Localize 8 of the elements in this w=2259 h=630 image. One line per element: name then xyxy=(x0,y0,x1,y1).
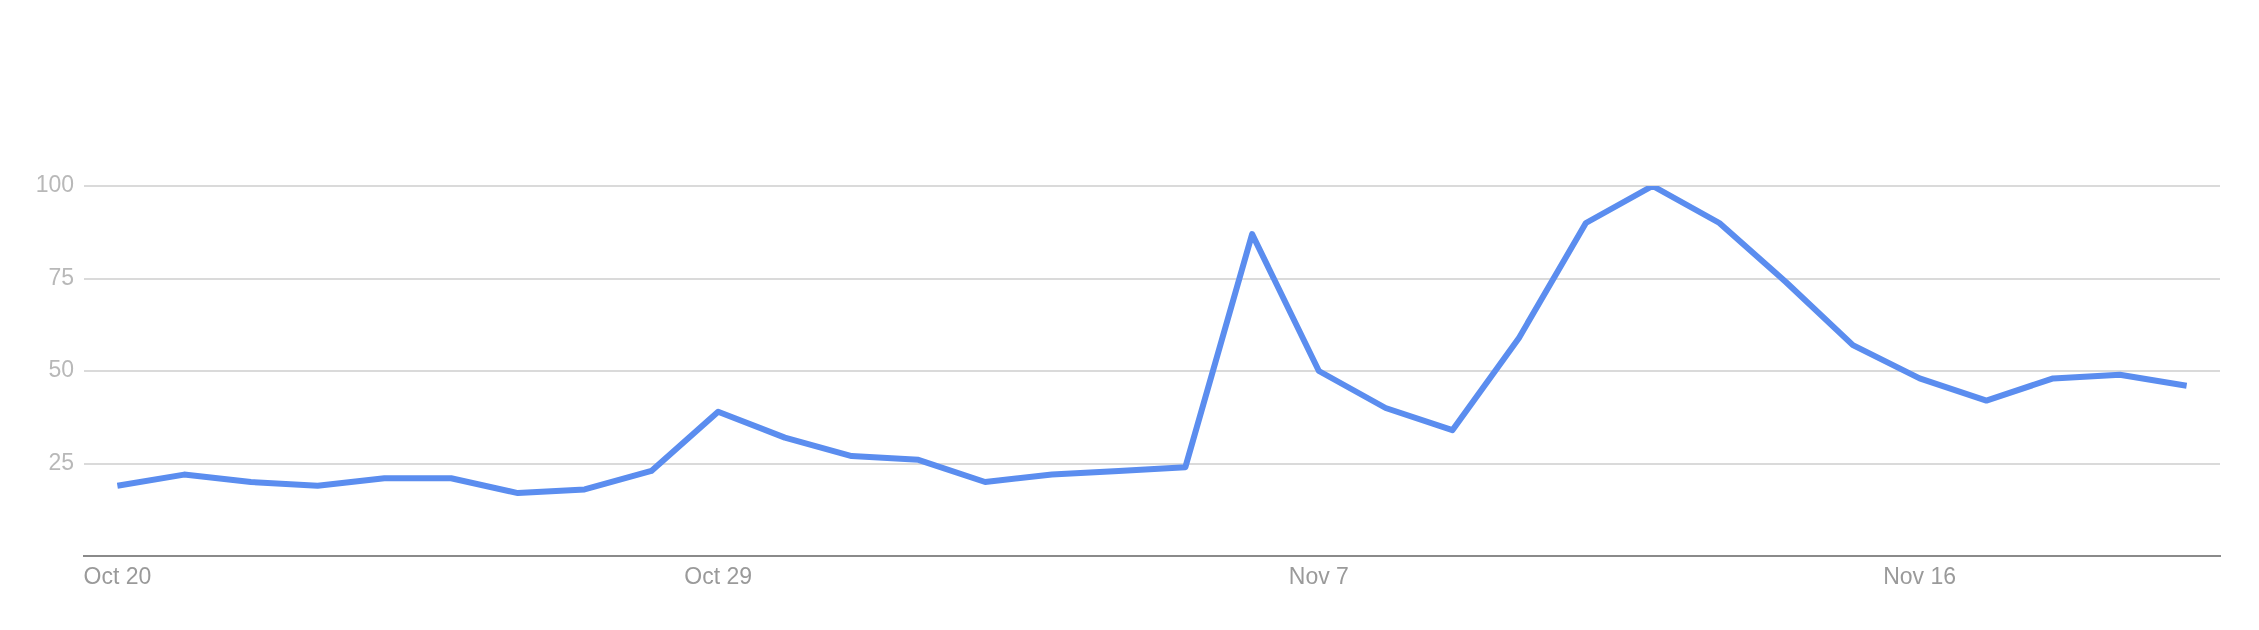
y-tick-label: 75 xyxy=(48,263,74,290)
x-tick-label: Nov 7 xyxy=(1288,563,1349,590)
y-tick-label: 50 xyxy=(48,356,74,383)
x-tick-label: Oct 20 xyxy=(83,563,152,590)
y-tick-label: 100 xyxy=(35,171,74,198)
y-tick-label: 25 xyxy=(48,448,74,475)
x-tick-label: Nov 16 xyxy=(1883,563,1957,590)
x-tick-label: Oct 29 xyxy=(684,563,753,590)
